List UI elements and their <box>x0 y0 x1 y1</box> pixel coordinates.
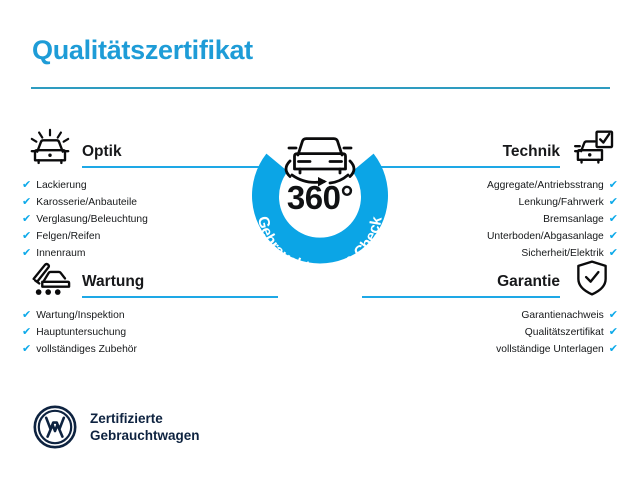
check-icon: ✔ <box>608 179 618 191</box>
list-item-label: Karosserie/Anbauteile <box>36 197 137 208</box>
list-item-label: Lackierung <box>36 180 87 191</box>
check-icon: ✔ <box>22 343 32 355</box>
list-item: vollständige Unterlagen ✔ <box>378 341 618 358</box>
list-item-label: Bremsanlage <box>543 214 604 225</box>
check-icon: ✔ <box>22 179 32 191</box>
section-optik: Optik ✔ Lackierung ✔ Karosserie/Anbauteile… <box>22 126 278 262</box>
list-item: ✔ Felgen/Reifen <box>22 228 262 245</box>
section-divider-garantie <box>362 296 560 298</box>
section-title-technik: Technik <box>502 143 560 160</box>
list-item-label: Wartung/Inspektion <box>36 310 125 321</box>
list-item-label: Aggregate/Antriebsstrang <box>487 180 604 191</box>
list-item: Aggregate/Antriebsstrang ✔ <box>378 177 618 194</box>
list-item-label: Verglasung/Beleuchtung <box>36 214 148 225</box>
section-garantie: Garantie Garantienachweis ✔ Qualitätszert… <box>362 256 618 358</box>
footer-text: Zertifizierte Gebrauchtwagen <box>90 411 200 443</box>
list-item: ✔ Innenraum <box>22 245 262 262</box>
section-title-optik: Optik <box>82 143 122 160</box>
rotation-arrow-icon <box>318 177 327 187</box>
section-header-technik: Technik <box>362 126 618 170</box>
list-item-label: Garantienachweis <box>521 310 604 321</box>
section-title-wartung: Wartung <box>82 273 145 290</box>
check-icon: ✔ <box>608 309 618 321</box>
check-icon: ✔ <box>608 230 618 242</box>
list-item: ✔ vollständiges Zubehör <box>22 341 262 358</box>
page-title: Qualitätszertifikat <box>32 35 253 65</box>
checklist-technik: Aggregate/Antriebsstrang ✔ Lenkung/Fahrwe… <box>378 177 618 262</box>
section-divider-wartung <box>82 296 278 298</box>
check-icon: ✔ <box>608 213 618 225</box>
list-item-label: Felgen/Reifen <box>36 231 101 242</box>
list-item-label: Unterboden/Abgasanlage <box>486 231 604 242</box>
check-icon: ✔ <box>22 247 32 259</box>
list-item: ✔ Lackierung <box>22 177 262 194</box>
badge-360-check: Gebrauchtwagen-Check 360° <box>228 113 412 297</box>
section-technik: Technik Aggregate/Antriebsstrang ✔ Lenkun… <box>362 126 618 262</box>
vw-logo-icon <box>33 405 77 449</box>
list-item: Unterboden/Abgasanlage ✔ <box>378 228 618 245</box>
car-wrench-icon <box>26 258 74 298</box>
list-item-label: Lenkung/Fahrwerk <box>518 197 604 208</box>
footer-brand: Zertifizierte Gebrauchtwagen <box>33 405 200 449</box>
car-shine-icon <box>26 128 74 168</box>
list-item-label: Innenraum <box>36 248 86 259</box>
checklist-wartung: ✔ Wartung/Inspektion ✔ Hauptuntersuchung ✔… <box>22 307 262 358</box>
list-item: Garantienachweis ✔ <box>378 307 618 324</box>
header-divider <box>31 87 610 89</box>
check-icon: ✔ <box>608 326 618 338</box>
check-icon: ✔ <box>22 309 32 321</box>
list-item: Qualitätszertifikat ✔ <box>378 324 618 341</box>
list-item: ✔ Wartung/Inspektion <box>22 307 262 324</box>
checklist-garantie: Garantienachweis ✔ Qualitätszertifikat ✔ v… <box>378 307 618 358</box>
section-divider-optik <box>82 166 278 168</box>
list-item-label: Qualitätszertifikat <box>524 327 604 338</box>
section-header-garantie: Garantie <box>362 256 618 300</box>
section-title-garantie: Garantie <box>497 273 560 290</box>
section-divider-technik <box>362 166 560 168</box>
section-wartung: Wartung ✔ Wartung/Inspektion ✔ Hauptunters… <box>22 256 278 358</box>
list-item-label: vollständiges Zubehör <box>36 344 137 355</box>
list-item: Sicherheit/Elektrik ✔ <box>378 245 618 262</box>
list-item-label: Hauptuntersuchung <box>36 327 127 338</box>
check-icon: ✔ <box>22 326 32 338</box>
section-header-wartung: Wartung <box>22 256 278 300</box>
check-icon: ✔ <box>22 213 32 225</box>
list-item: Bremsanlage ✔ <box>378 211 618 228</box>
check-icon: ✔ <box>22 196 32 208</box>
list-item: ✔ Verglasung/Beleuchtung <box>22 211 262 228</box>
check-icon: ✔ <box>608 196 618 208</box>
check-icon: ✔ <box>608 343 618 355</box>
list-item: ✔ Hauptuntersuchung <box>22 324 262 341</box>
section-header-optik: Optik <box>22 126 278 170</box>
check-icon: ✔ <box>608 247 618 259</box>
list-item-label: Sicherheit/Elektrik <box>521 248 604 259</box>
car-checkbox-icon <box>568 128 616 168</box>
badge-value: 360° <box>286 179 354 216</box>
checklist-optik: ✔ Lackierung ✔ Karosserie/Anbauteile ✔ Verg… <box>22 177 262 262</box>
check-icon: ✔ <box>22 230 32 242</box>
list-item-label: vollständige Unterlagen <box>496 344 604 355</box>
shield-check-icon <box>568 258 616 298</box>
badge-ring <box>252 153 388 264</box>
list-item: ✔ Karosserie/Anbauteile <box>22 194 262 211</box>
list-item: Lenkung/Fahrwerk ✔ <box>378 194 619 211</box>
